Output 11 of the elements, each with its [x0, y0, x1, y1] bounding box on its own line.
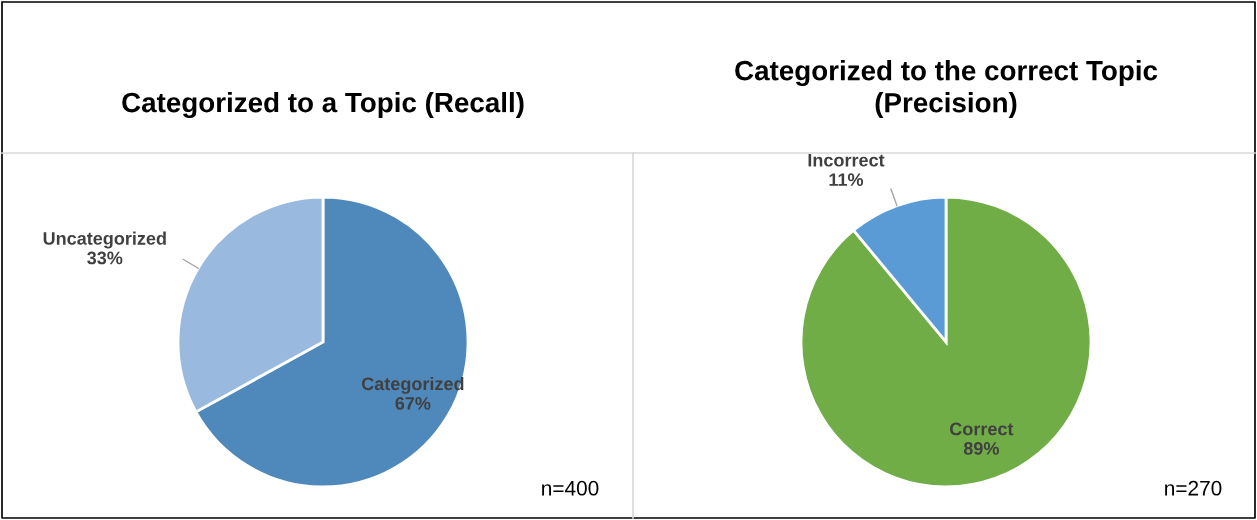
text: n=270 — [1165, 480, 1222, 496]
slice-label: Uncategorized — [43, 231, 166, 249]
data-label: 89% — [963, 442, 999, 455]
data-label: 33% — [87, 251, 123, 265]
slice-label: Correct — [950, 422, 1014, 436]
data-label: 67% — [395, 396, 431, 410]
chart-title: Categorized to the correct Topic (Precision) — [735, 60, 1158, 118]
data-label: 11% — [829, 173, 864, 186]
text: n=400 — [542, 480, 599, 496]
chart-title: Categorized to a Topic (Recall) — [122, 91, 524, 118]
slice-label: Incorrect — [808, 153, 885, 167]
